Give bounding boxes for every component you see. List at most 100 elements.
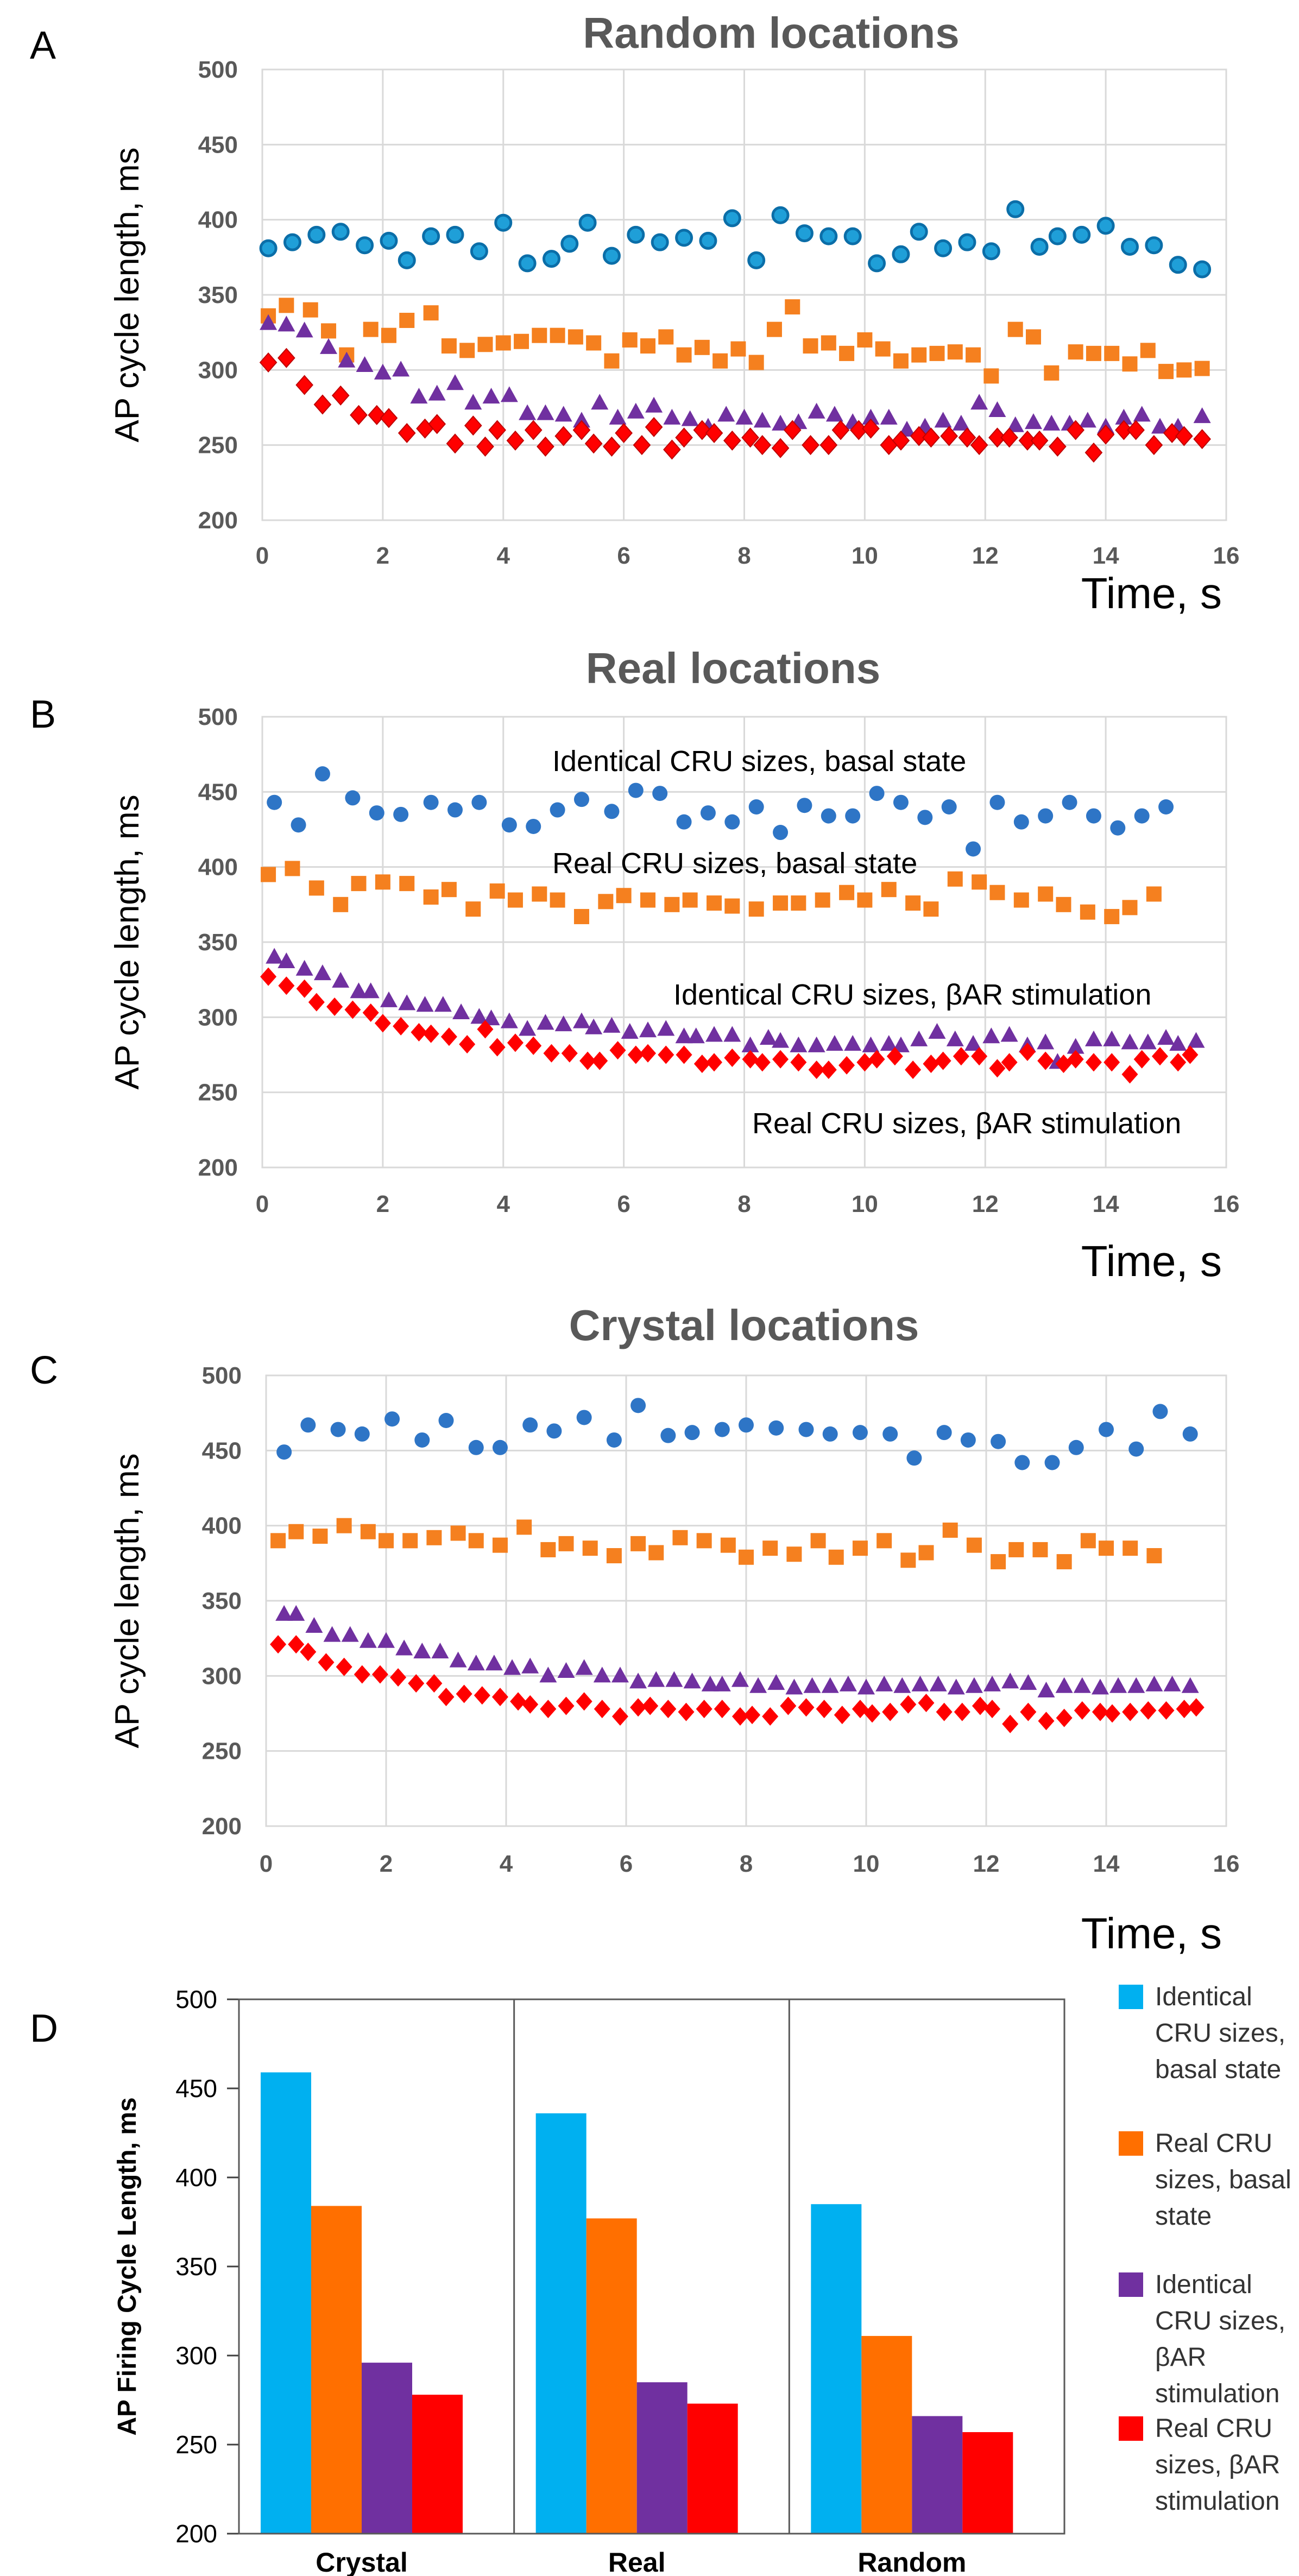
data-point-circle	[892, 245, 910, 263]
data-point-square	[821, 335, 836, 351]
x-tick-label: 16	[1213, 542, 1240, 569]
legend-entry: Real CRU sizes, basal state	[1119, 2129, 1291, 2231]
legend-swatch	[1119, 1985, 1143, 2009]
series-diamond	[260, 967, 1199, 1084]
data-point-circle	[384, 1411, 400, 1427]
data-point-square	[911, 347, 927, 363]
data-point-diamond	[1104, 1704, 1121, 1723]
data-point-circle	[330, 1422, 346, 1437]
x-tick-label: 8	[740, 1851, 753, 1877]
data-point-triangle	[275, 1605, 293, 1621]
data-point-circle	[522, 1417, 538, 1433]
data-point-square	[1080, 1533, 1096, 1549]
data-point-circle	[267, 794, 282, 810]
data-point-triangle	[572, 412, 590, 428]
data-point-triangle	[1073, 1677, 1091, 1693]
data-point-square	[748, 901, 764, 917]
data-point-circle	[660, 1428, 676, 1443]
x-axis-label: Time, s	[1081, 1909, 1222, 1958]
data-point-circle	[398, 251, 416, 269]
data-point-diamond	[331, 385, 350, 406]
y-tick-label: 500	[198, 704, 238, 730]
data-point-triangle	[1115, 408, 1133, 425]
legend-label: Real CRU	[1155, 2414, 1272, 2443]
data-point-diamond	[802, 435, 819, 456]
data-point-diamond	[856, 1053, 873, 1072]
bar	[811, 2204, 862, 2534]
data-point-square	[507, 892, 523, 908]
data-point-diamond	[693, 420, 711, 440]
data-point-circle	[651, 233, 669, 251]
data-point-triangle	[503, 1659, 521, 1675]
y-axis-label: AP Firing Cycle Length, ms	[113, 2097, 142, 2435]
data-point-circle	[795, 224, 814, 243]
data-point-circle	[966, 841, 981, 857]
data-point-diamond	[474, 1686, 490, 1705]
data-point-circle	[699, 231, 717, 250]
x-tick-label: 16	[1213, 1191, 1240, 1217]
data-point-square	[423, 889, 439, 905]
data-point-square	[791, 895, 806, 911]
data-point-diamond	[780, 1696, 797, 1715]
data-point-square	[333, 896, 349, 912]
data-point-triangle	[1133, 406, 1151, 422]
bar	[636, 2382, 688, 2534]
data-point-triangle	[1037, 1033, 1055, 1050]
y-tick-label: 250	[198, 432, 238, 459]
data-point-square	[459, 343, 475, 358]
data-point-diamond	[1193, 429, 1211, 450]
data-point-diamond	[984, 1700, 1001, 1719]
data-point-triangle	[713, 1675, 731, 1691]
data-point-triangle	[482, 388, 500, 404]
legend-swatch	[1119, 2416, 1143, 2441]
data-point-triangle	[575, 1659, 593, 1675]
x-tick-label: 2	[380, 1851, 393, 1877]
data-point-circle	[822, 1426, 838, 1442]
x-tick-label: 2	[376, 1191, 389, 1217]
data-point-diamond	[270, 1635, 287, 1654]
data-point-circle	[628, 782, 644, 798]
data-point-triangle	[1151, 418, 1169, 434]
data-point-triangle	[1187, 1032, 1205, 1048]
data-point-circle	[821, 808, 836, 824]
data-point-triangle	[320, 338, 338, 354]
data-point-square	[1026, 329, 1041, 345]
data-point-diamond	[1056, 1708, 1073, 1727]
data-point-circle	[468, 1439, 484, 1455]
data-point-triangle	[313, 964, 331, 981]
data-point-diamond	[489, 1038, 506, 1057]
y-axis-label: AP cycle length, ms	[109, 147, 146, 442]
data-point-triangle	[305, 1617, 323, 1633]
data-point-diamond	[456, 1684, 472, 1703]
data-point-circle	[576, 1410, 592, 1425]
data-point-square	[1032, 1542, 1048, 1557]
data-point-circle	[606, 1432, 622, 1448]
data-point-triangle	[772, 414, 790, 431]
data-point-triangle	[910, 1030, 928, 1046]
y-tick-label: 400	[202, 1513, 242, 1539]
data-point-circle	[550, 802, 565, 818]
data-point-square	[676, 347, 692, 363]
data-point-square	[724, 898, 740, 914]
data-point-circle	[748, 799, 764, 815]
data-point-circle	[447, 802, 463, 818]
data-point-triangle	[341, 1626, 359, 1642]
data-point-triangle	[893, 1677, 911, 1693]
data-point-square	[616, 888, 632, 904]
data-point-circle	[573, 792, 589, 807]
data-point-circle	[438, 1413, 454, 1428]
data-point-square	[786, 1546, 802, 1562]
data-point-diamond	[1038, 1712, 1055, 1731]
data-point-triangle	[701, 1675, 719, 1691]
data-point-square	[857, 892, 873, 908]
data-point-diamond	[1145, 435, 1163, 456]
legend-swatch	[1119, 2272, 1143, 2297]
chart-title: Crystal locations	[569, 1301, 919, 1349]
data-point-triangle	[875, 1675, 893, 1691]
data-point-triangle	[790, 1036, 808, 1052]
data-point-diamond	[591, 1051, 608, 1070]
data-point-triangle	[657, 1020, 675, 1036]
data-point-square	[360, 1524, 376, 1539]
data-point-diamond	[524, 420, 543, 440]
bar	[912, 2416, 963, 2534]
